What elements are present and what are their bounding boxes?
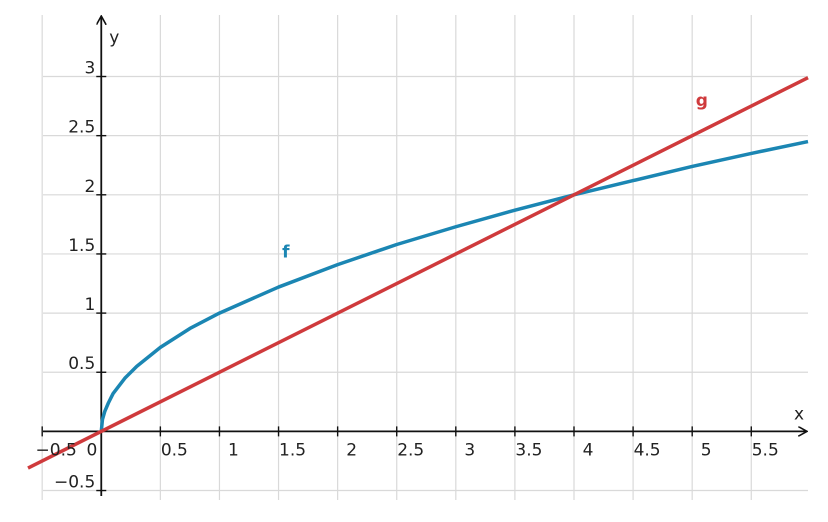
x-tick-label: −0.5 (36, 440, 77, 460)
axes (41, 17, 806, 496)
y-tick-label: 3 (84, 59, 95, 79)
x-tick-label: 1 (228, 440, 239, 460)
x-tick-label: 1.5 (279, 440, 306, 460)
x-tick-label: 5.5 (752, 440, 779, 460)
y-tick-label: 1 (84, 295, 95, 315)
x-tick-label: 5 (701, 440, 712, 460)
plot (27, 76, 809, 470)
y-tick-label: 2 (84, 177, 95, 197)
labels: −0.5 0 0.5 1 1.5 2 2.5 3 3.5 4 4.5 5 5.5 −0.5 0.5 1 1.5 2… (36, 28, 805, 493)
grid (41, 15, 808, 500)
y-tick-label: −0.5 (54, 473, 95, 493)
series-line (27, 76, 809, 470)
x-axis-label: x (794, 404, 804, 424)
x-tick-label: 0 (86, 440, 97, 460)
series-label: f (282, 243, 290, 263)
x-tick-label: 2.5 (397, 440, 424, 460)
x-tick-label: 3.5 (515, 440, 542, 460)
y-tick-label: 0.5 (68, 354, 95, 374)
x-tick-label: 0.5 (161, 440, 188, 460)
x-tick-label: 4.5 (634, 440, 661, 460)
x-tick-label: 3 (464, 440, 475, 460)
y-axis-label: y (109, 28, 119, 48)
series-label: g (696, 91, 708, 111)
series-line (99, 139, 809, 432)
y-tick-label: 2.5 (68, 118, 95, 138)
x-tick-label: 2 (346, 440, 357, 460)
y-tick-label: 1.5 (68, 236, 95, 256)
x-tick-label: 4 (583, 440, 594, 460)
